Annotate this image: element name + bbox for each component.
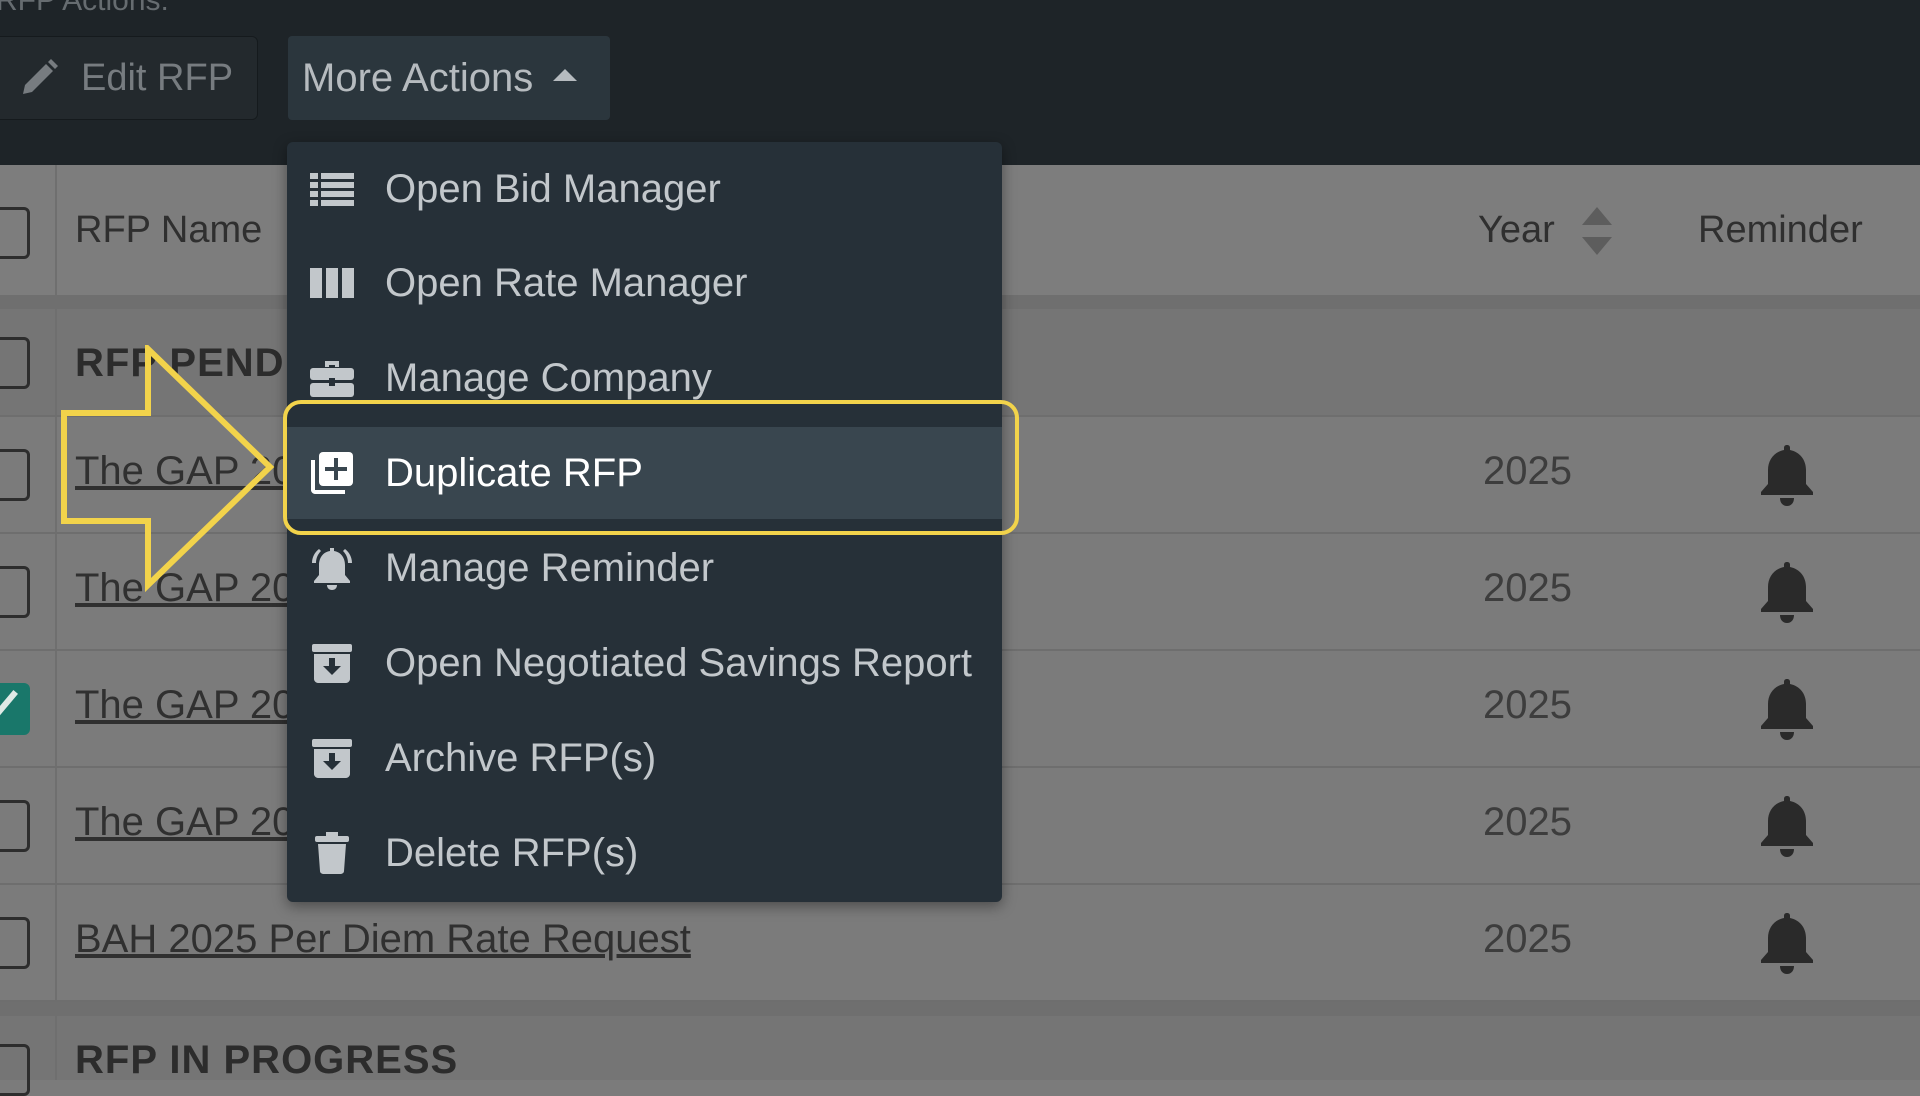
list-icon [309,166,355,212]
bell-ring-icon [309,545,355,591]
column-divider [55,417,57,532]
menu-item-label: Duplicate RFP [385,450,643,495]
menu-item-delete-rfps[interactable]: Delete RFP(s) [287,807,1002,899]
column-divider [55,651,57,766]
pointer-arrow-icon [61,345,275,593]
more-actions-button[interactable]: More Actions [288,36,610,120]
sort-icon[interactable] [1582,207,1612,255]
row-checkbox[interactable] [0,917,30,969]
edit-rfp-button[interactable]: Edit RFP [0,36,258,120]
rfp-actions-label: RFP Actions: [0,0,169,17]
more-actions-label: More Actions [302,55,534,100]
column-divider [55,534,57,649]
archive-box-icon [309,735,355,781]
select-all-checkbox[interactable] [0,207,30,259]
row-checkbox[interactable] [0,800,30,852]
menu-item-manage-reminder[interactable]: Manage Reminder [287,522,1002,614]
briefcase-icon [309,355,355,401]
trash-icon [309,830,355,876]
bell-icon[interactable] [1758,442,1816,508]
row-checkbox[interactable] [0,566,30,618]
edit-rfp-label: Edit RFP [81,56,234,99]
bell-icon[interactable] [1758,559,1816,625]
table-row[interactable]: BAH 2025 Per Diem Rate Request 2025 [0,885,1920,1002]
menu-item-open-bid-manager[interactable]: Open Bid Manager [287,142,1002,236]
header-rfp-name[interactable]: RFP Name [75,209,263,251]
menu-item-label: Manage Reminder [385,545,715,590]
caret-up-icon [553,69,578,81]
row-checkbox-checked[interactable] [0,683,30,735]
group-title-in-progress: RFP IN PROGRESS [75,1038,459,1082]
rfp-year: 2025 [1483,917,1572,961]
menu-item-label: Open Negotiated Savings Report [385,640,973,685]
menu-item-label: Delete RFP(s) [385,830,639,875]
menu-item-label: Archive RFP(s) [385,735,657,780]
columns-icon [309,260,355,306]
menu-item-duplicate-rfp[interactable]: Duplicate RFP [287,427,1002,519]
header-reminder: Reminder [1698,209,1863,251]
menu-item-archive-rfps[interactable]: Archive RFP(s) [287,712,1002,804]
column-divider [55,768,57,883]
menu-item-label: Open Bid Manager [385,166,721,211]
rfp-actions-bar: RFP Actions: Edit RFP More Actions [0,0,1920,165]
highlight-box [283,400,1019,535]
column-divider [55,309,57,415]
column-divider [55,165,57,295]
menu-item-open-rate-manager[interactable]: Open Rate Manager [287,237,1002,329]
group-row-in-progress: RFP IN PROGRESS [0,1016,1920,1096]
row-checkbox[interactable] [0,449,30,501]
bell-icon[interactable] [1758,910,1816,976]
group-checkbox[interactable] [0,337,30,389]
column-divider [55,1016,57,1080]
menu-item-label: Open Rate Manager [385,260,748,305]
bell-icon[interactable] [1758,676,1816,742]
menu-item-open-negotiated-savings-report[interactable]: Open Negotiated Savings Report [287,617,1002,709]
header-year[interactable]: Year [1478,209,1555,251]
more-actions-menu: Open Bid Manager Open Rate Manager Manag… [287,142,1002,902]
rfp-year: 2025 [1483,449,1572,493]
duplicate-icon [309,450,355,496]
pencil-icon [23,59,58,94]
rfp-name-link[interactable]: BAH 2025 Per Diem Rate Request [75,917,691,961]
bell-icon[interactable] [1758,793,1816,859]
rfp-year: 2025 [1483,800,1572,844]
menu-item-manage-company[interactable]: Manage Company [287,332,1002,424]
group-checkbox[interactable] [0,1044,30,1096]
menu-item-label: Manage Company [385,355,712,400]
column-divider [55,885,57,1000]
rfp-year: 2025 [1483,566,1572,610]
group-separator [0,1002,1920,1016]
rfp-year: 2025 [1483,683,1572,727]
archive-box-icon [309,640,355,686]
